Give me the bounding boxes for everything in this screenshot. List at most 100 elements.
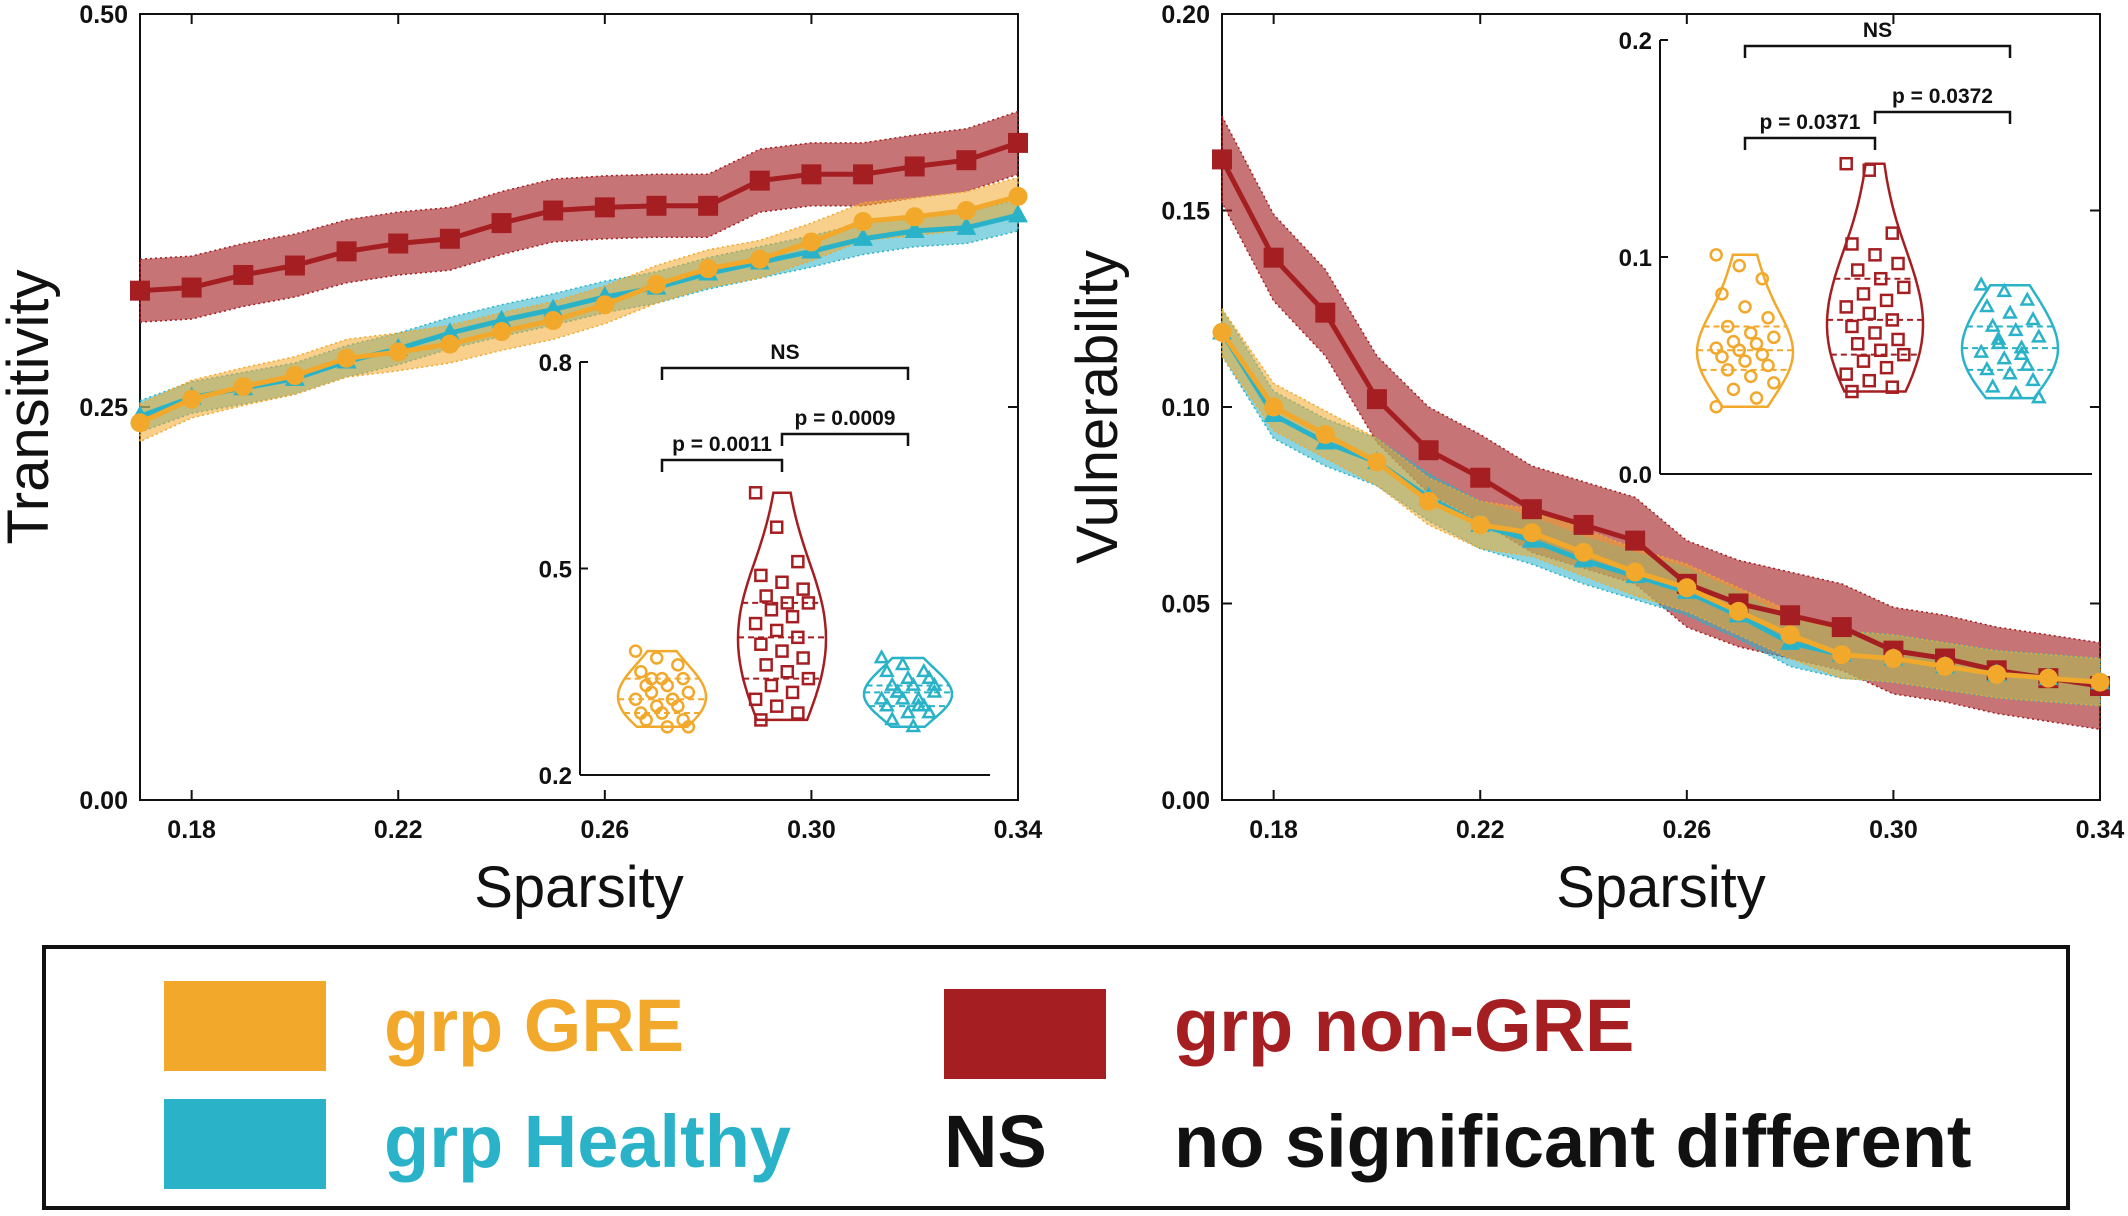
violin-point-nongre xyxy=(775,575,789,590)
violin-point-nongre xyxy=(759,589,773,603)
inset-y-tick-label: 0.8 xyxy=(539,350,572,377)
x-tick-label: 0.34 xyxy=(994,816,1043,844)
violin-point-nongre xyxy=(1897,280,1911,295)
significance-label: p = 0.0011 xyxy=(672,433,772,456)
marker-nongre xyxy=(1573,514,1594,535)
violin-point-nongre xyxy=(1891,256,1905,271)
violin-point-healthy xyxy=(1973,343,1990,358)
violin-point-gre xyxy=(1726,382,1741,397)
violin-point-gre xyxy=(681,685,696,700)
violin-point-healthy xyxy=(884,676,901,691)
violin-point-nongre xyxy=(769,623,784,638)
violin-nongre xyxy=(736,491,828,722)
violin-point-nongre xyxy=(1874,271,1888,286)
violin-point-healthy xyxy=(2025,311,2041,326)
y-tick-label: 0.25 xyxy=(79,394,128,422)
marker-nongre xyxy=(181,277,202,298)
violin-point-gre xyxy=(1749,337,1764,351)
marker-gre xyxy=(2038,668,2058,688)
violin-point-healthy xyxy=(878,662,895,678)
marker-gre xyxy=(853,212,873,232)
marker-gre xyxy=(1935,656,1955,676)
x-tick-label: 0.18 xyxy=(1249,816,1298,844)
legend-ns-text: no significant different xyxy=(1174,1100,1972,1183)
x-axis-title: Sparsity xyxy=(1556,855,1766,920)
significance-bracket xyxy=(660,458,784,472)
x-tick-label: 0.18 xyxy=(167,816,216,844)
violin-point-nongre xyxy=(769,520,784,534)
marker-healthy xyxy=(1008,204,1028,223)
legend-label-nongre: grp non-GRE xyxy=(1174,984,1635,1067)
violin-point-gre xyxy=(1732,343,1746,358)
marker-nongre xyxy=(1831,617,1852,638)
marker-gre xyxy=(388,342,408,362)
marker-nongre xyxy=(956,150,977,171)
violin-point-gre xyxy=(1715,350,1729,364)
marker-gre xyxy=(646,274,666,294)
marker-nongre xyxy=(801,164,822,185)
marker-gre xyxy=(1470,515,1490,535)
violin-point-healthy xyxy=(873,649,890,664)
marker-gre xyxy=(1677,578,1697,598)
violin-point-nongre xyxy=(791,630,805,645)
violin-point-healthy xyxy=(1990,330,2007,345)
x-tick-label: 0.26 xyxy=(1662,816,1711,844)
violin-point-gre xyxy=(644,685,659,700)
marker-gre xyxy=(956,201,976,220)
y-tick-label: 0.15 xyxy=(1161,198,1210,226)
violin-point-healthy xyxy=(894,655,911,671)
violin-point-gre xyxy=(1709,248,1723,262)
marker-gre xyxy=(1008,186,1028,206)
band-nongre xyxy=(139,110,1019,323)
violin-point-healthy xyxy=(921,669,938,685)
violin-point-healthy xyxy=(926,683,943,698)
violin-point-nongre xyxy=(759,658,773,672)
violin-point-nongre xyxy=(748,692,763,707)
violin-point-nongre xyxy=(1868,326,1882,340)
violin-point-healthy xyxy=(921,704,938,719)
violin-point-nongre xyxy=(1885,226,1900,240)
violin-point-gre xyxy=(671,658,685,672)
inset-y-tick-label: 0.0 xyxy=(1619,462,1652,489)
x-tick-label: 0.30 xyxy=(1869,816,1918,844)
violin-point-nongre xyxy=(1885,313,1900,327)
marker-nongre xyxy=(130,280,150,301)
marker-nongre xyxy=(1263,247,1284,268)
violin-point-gre xyxy=(649,651,664,665)
inset-area xyxy=(580,362,990,775)
inset-violin-right: 0.0 0.1 0.2 p = 0.0371 p = 0.0372 NS xyxy=(1619,19,2092,489)
violin-point-gre xyxy=(1709,399,1723,414)
violin-point-nongre xyxy=(791,554,805,569)
violin-point-nongre xyxy=(1839,156,1853,171)
marker-gre xyxy=(492,322,512,342)
violin-point-gre xyxy=(628,644,643,658)
violin-point-nongre xyxy=(1839,300,1853,314)
legend-swatch-gre xyxy=(164,981,326,1071)
marker-gre xyxy=(1574,542,1594,562)
marker-gre xyxy=(595,295,615,315)
marker-gre xyxy=(698,259,718,279)
marker-nongre xyxy=(749,170,770,191)
marker-gre xyxy=(1419,491,1439,511)
violin-point-nongre xyxy=(1879,360,1894,375)
violin-healthy xyxy=(1960,283,2060,400)
violin-point-nongre xyxy=(1845,237,1859,251)
y-tick-label: 0.10 xyxy=(1161,394,1210,422)
violin-point-gre xyxy=(1715,287,1729,301)
violin-gre xyxy=(616,649,708,729)
significance-label: p = 0.0372 xyxy=(1892,85,1993,108)
violin-point-nongre xyxy=(748,616,763,631)
marker-nongre xyxy=(1521,499,1542,520)
violin-point-healthy xyxy=(910,697,927,712)
marker-nongre xyxy=(1625,530,1646,551)
violin-point-healthy xyxy=(2013,345,2030,361)
marker-gre xyxy=(182,389,202,409)
violin-point-nongre xyxy=(1862,306,1876,321)
marker-gre xyxy=(2090,672,2110,692)
violin-point-healthy xyxy=(1996,282,2013,298)
significance-bracket xyxy=(660,366,910,380)
violin-point-gre xyxy=(660,678,675,693)
marker-nongre xyxy=(853,164,874,185)
marker-nongre xyxy=(1470,467,1491,488)
